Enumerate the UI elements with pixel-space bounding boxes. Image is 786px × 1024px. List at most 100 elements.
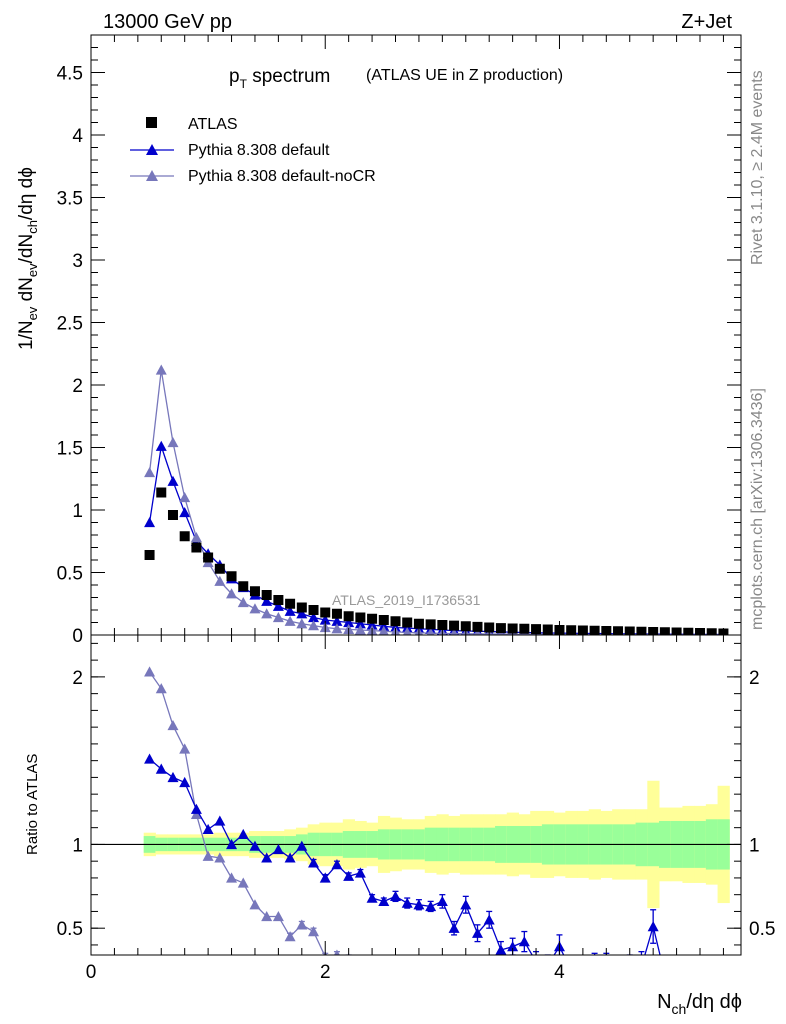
- ratio-line-0: [149, 758, 661, 955]
- series-2-point: [179, 492, 191, 503]
- atlas-data-point: [308, 605, 319, 615]
- legend-label-nocr: Pythia 8.308 default-noCR: [188, 168, 376, 185]
- series-2-point: [308, 620, 320, 631]
- series-2-point: [249, 603, 261, 614]
- series-2-point: [296, 618, 308, 629]
- main-ytick-label: 0.5: [57, 564, 83, 585]
- main-ytick-label: 1: [72, 501, 83, 522]
- ratio-point-0: [144, 753, 156, 764]
- process-label: Z+Jet: [681, 11, 732, 33]
- ratio-point-0: [354, 867, 366, 878]
- series-1-point: [144, 517, 156, 528]
- atlas-data-point: [613, 626, 624, 635]
- series-2-point: [261, 608, 273, 619]
- series-1-point: [261, 595, 273, 606]
- ratio-point-0: [495, 944, 507, 955]
- ratio-point-1: [333, 949, 340, 955]
- atlas-data-point: [437, 620, 448, 630]
- ratio-point-0: [190, 803, 202, 814]
- atlas-data-point: [273, 595, 284, 605]
- ratio-point-0: [378, 895, 390, 907]
- ratio-point-1: [308, 926, 320, 937]
- ratio-point-0: [261, 852, 273, 863]
- mcplots-label: mcplots.cern.ch [arXiv:1306.3436]: [749, 388, 766, 630]
- series-1-point: [272, 600, 284, 611]
- ratio-ytick-label-left: 2: [72, 668, 83, 689]
- atlas-data-point: [296, 602, 307, 613]
- atlas-data-point: [285, 598, 296, 609]
- atlas-data-point: [402, 617, 413, 628]
- main-y-axis-label: 1/Nev dNev/dNch/dη dϕ: [16, 167, 40, 350]
- series-1-point: [343, 617, 355, 628]
- series-1-point: [319, 614, 331, 625]
- ratio-point-1: [155, 683, 167, 694]
- atlas-data-point: [390, 616, 401, 627]
- atlas-data-point: [191, 542, 202, 553]
- atlas-data-point: [449, 620, 460, 631]
- atlas-data-point: [367, 613, 378, 624]
- atlas-data-point: [261, 590, 272, 600]
- ratio-point-0: [483, 914, 495, 925]
- series-2-point: [402, 627, 412, 635]
- ratio-point-0: [308, 857, 320, 868]
- ratio-xtick-label: 4: [554, 962, 565, 983]
- atlas-data-point: [472, 621, 483, 632]
- series-2-point: [378, 625, 389, 635]
- atlas-data-point: [343, 611, 354, 622]
- legend-label-default: Pythia 8.308 default: [188, 142, 330, 159]
- ratio-point-0: [226, 838, 238, 850]
- main-ytick-label: 3.5: [57, 189, 83, 210]
- ratio-point-0: [460, 899, 472, 910]
- main-ytick-label: 2: [72, 376, 83, 397]
- ratio-point-0: [343, 870, 355, 881]
- series-2-point: [284, 615, 296, 626]
- ratio-point-0: [647, 921, 659, 932]
- ratio-series-group: [91, 666, 741, 955]
- series-1-point: [331, 615, 343, 626]
- atlas-data-point: [589, 625, 600, 635]
- ratio-point-0: [249, 840, 261, 851]
- atlas-data-point: [706, 628, 717, 635]
- legend-marker-atlas: [146, 117, 157, 128]
- series-1-point: [284, 605, 296, 616]
- ratio-point-0: [237, 828, 249, 840]
- ratio-ytick-label-left: 0.5: [57, 919, 83, 940]
- atlas-data-point: [659, 627, 670, 635]
- series-1-point: [167, 475, 179, 486]
- series-2-point: [237, 597, 249, 608]
- ratio-panel: 0.5 0.5 1 1 2 2 0 2 4 Ratio to ATLAS Nch/dη dϕ: [24, 634, 775, 1017]
- ratio-point-0: [448, 922, 460, 933]
- atlas-data-point: [144, 550, 155, 560]
- ratio-point-0: [436, 895, 448, 907]
- ratio-point-0: [284, 852, 296, 863]
- x-axis-label: Nch/dη dϕ: [657, 991, 742, 1017]
- atlas-data-point: [683, 627, 694, 635]
- series-1-point: [308, 612, 320, 623]
- main-ytick-label: 2.5: [57, 314, 83, 335]
- atlas-data-point: [238, 581, 249, 592]
- plot-title: pT spectrum: [229, 66, 330, 91]
- series-2-point: [155, 364, 167, 375]
- ratio-point-0: [202, 823, 214, 835]
- series-1-point: [366, 619, 378, 630]
- atlas-data-point: [249, 586, 260, 597]
- legend-marker-default: [146, 144, 158, 155]
- ratio-point-1: [272, 910, 284, 922]
- atlas-data-point: [179, 531, 190, 542]
- main-ytick-label: 4: [72, 126, 83, 147]
- atlas-data-point: [203, 552, 214, 563]
- ratio-point-0: [471, 927, 483, 938]
- ratio-point-0: [401, 897, 413, 908]
- atlas-data-point: [519, 623, 530, 634]
- atlas-data-point: [355, 612, 366, 623]
- series-1-point: [296, 608, 308, 619]
- atlas-data-point: [378, 615, 389, 625]
- atlas-data-point: [226, 571, 237, 582]
- ratio-point-0: [425, 900, 437, 912]
- ratio-point-1: [261, 910, 273, 922]
- ratio-ytick-label-right: 1: [749, 835, 760, 856]
- ratio-frame: [90, 634, 742, 956]
- series-2-point: [272, 612, 284, 623]
- ratio-point-0: [366, 892, 378, 903]
- ratio-point-0: [518, 936, 530, 947]
